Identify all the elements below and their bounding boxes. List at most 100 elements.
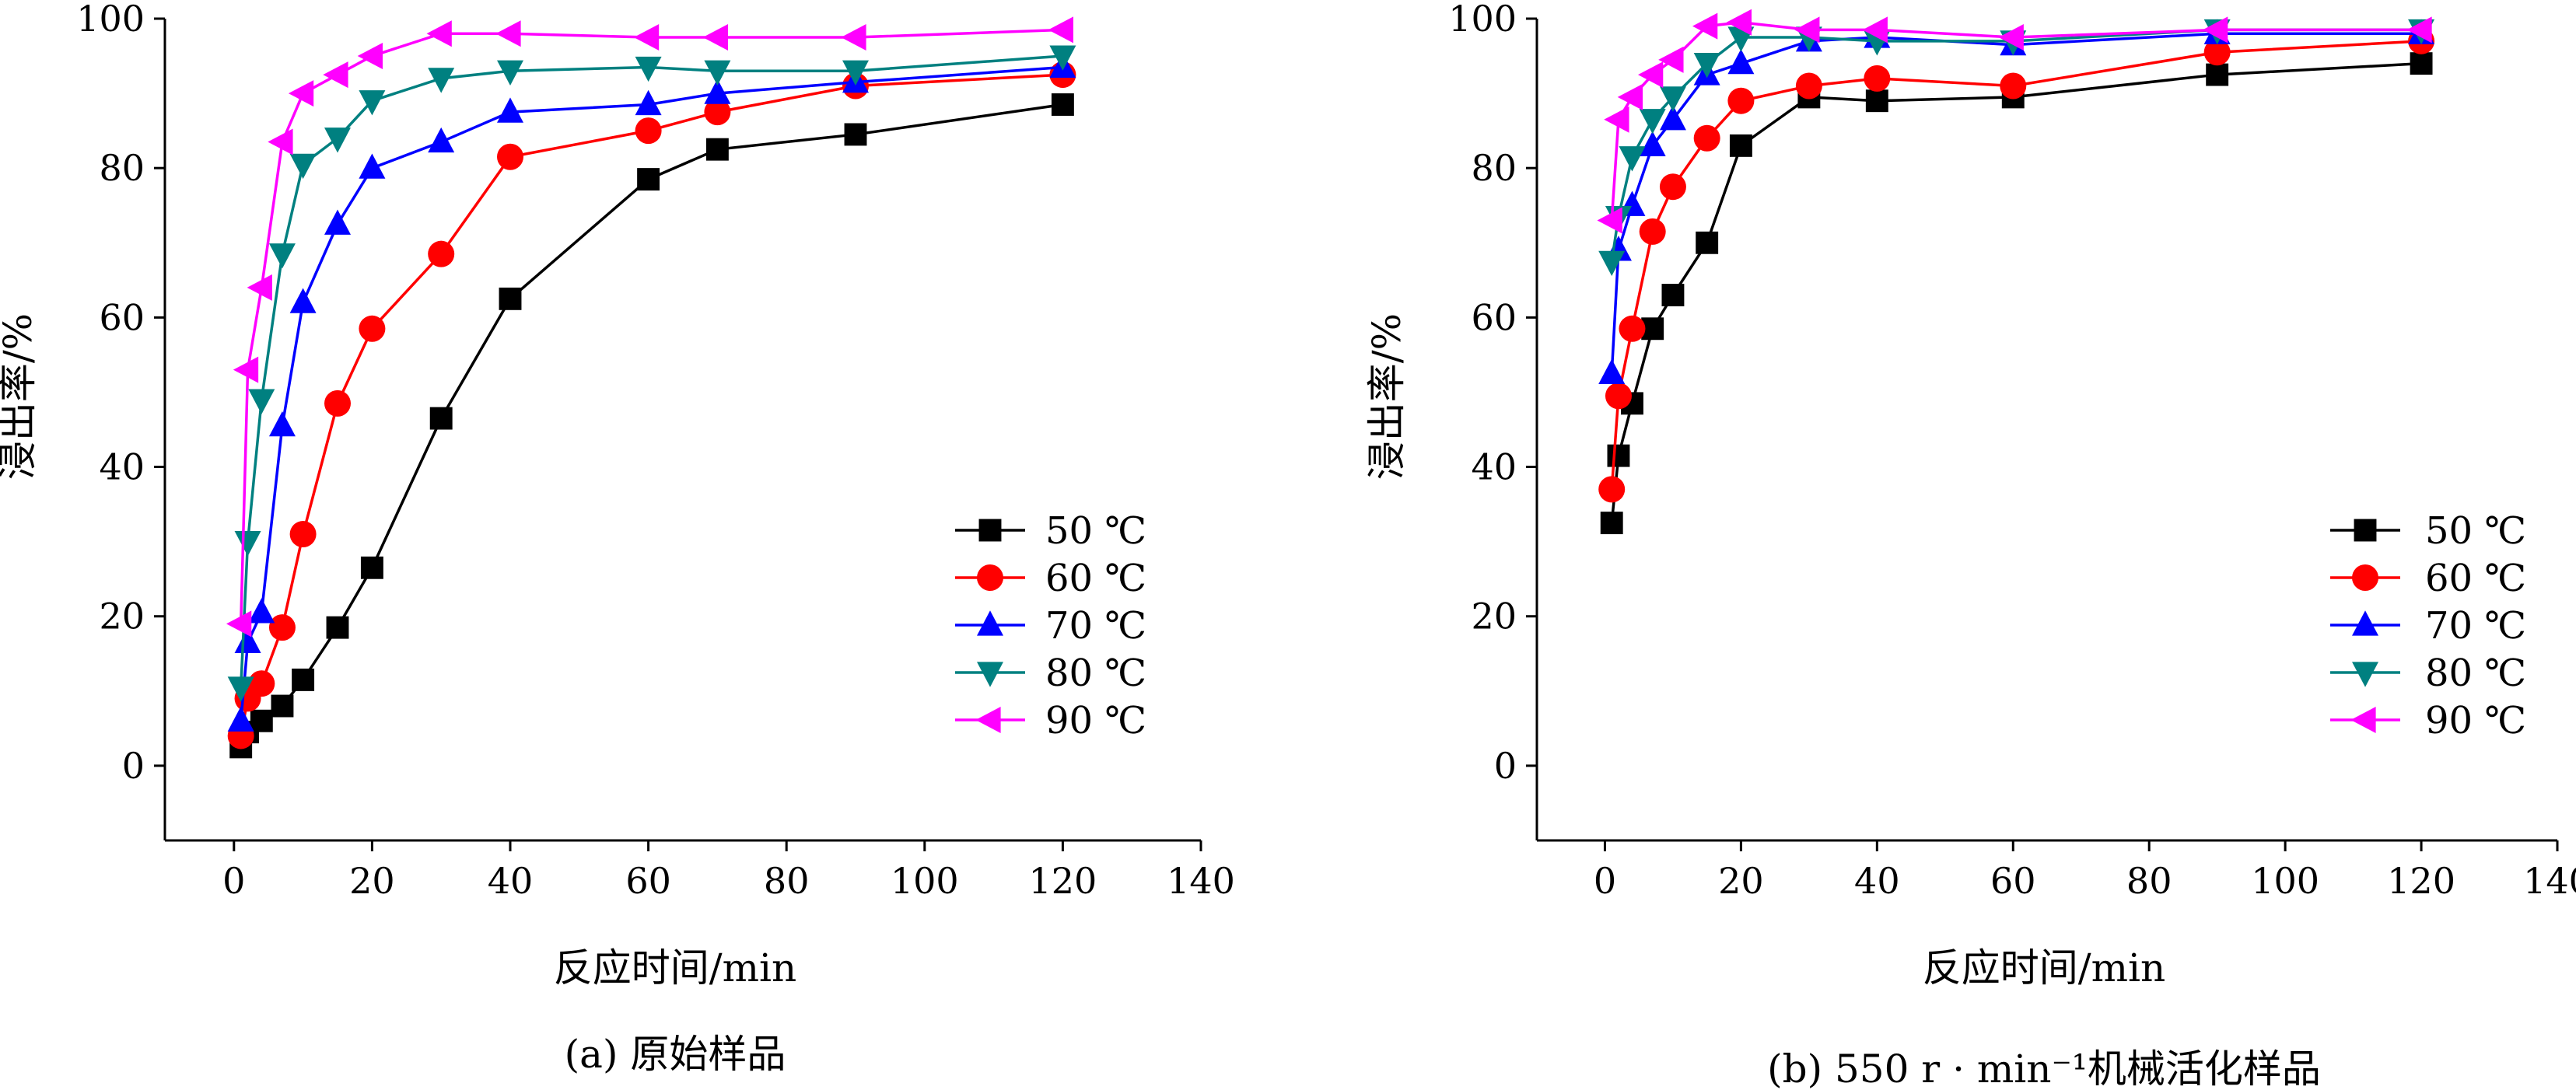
legend-marker [975,707,1001,733]
x-tick-label: 80 [2126,860,2172,902]
data-point [635,117,662,145]
legend-marker [977,564,1003,591]
legend-label: 80 ℃ [2425,652,2526,695]
data-point [1617,83,1643,110]
data-point [1795,72,1822,100]
data-point [499,287,522,310]
y-tick-label: 0 [1494,745,1517,787]
series-line [1610,61,2422,523]
y-tick-label: 100 [1448,0,1517,40]
data-point [248,670,275,697]
data-point [1049,45,1076,71]
x-tick-label: 140 [1167,860,1235,902]
data-point [1051,93,1074,116]
data-point [497,60,523,86]
x-tick-label: 120 [2387,860,2455,902]
y-tick-label: 60 [1471,296,1517,338]
y-tick-label: 20 [99,596,145,638]
data-point [428,127,455,153]
data-point [326,616,349,639]
data-point [1658,46,1684,73]
data-point [1864,65,1891,92]
data-point [226,610,252,638]
x-tick-label: 20 [1718,860,1764,902]
data-point [1693,124,1720,152]
data-point [497,97,523,123]
y-tick-label: 40 [99,446,145,488]
data-point [1048,16,1073,44]
data-point [705,138,729,161]
legend-label: 50 ℃ [1045,509,1146,553]
legend-marker [2352,662,2378,687]
data-point [1604,106,1629,133]
data-point [292,668,315,691]
data-point [1693,53,1720,79]
data-point [288,80,314,107]
x-tick-label: 100 [2251,860,2319,902]
data-point [1619,146,1646,172]
data-point [271,694,294,718]
data-point [234,627,261,653]
data-point [289,521,317,548]
legend-marker [977,662,1003,687]
data-point [2206,63,2229,86]
y-tick-label: 20 [1471,596,1517,638]
legend-label: 70 ℃ [1045,604,1146,648]
y-axis-label: 浸出率/% [0,313,40,480]
data-point [1659,173,1686,201]
legend-marker [2350,707,2376,733]
data-point [2406,16,2432,44]
legend-marker [978,519,1002,542]
data-point [1865,89,1888,113]
legend-label: 90 ℃ [1045,699,1146,742]
data-point [1619,315,1646,342]
data-point [2202,16,2228,44]
data-point [1862,16,1888,44]
legend-label: 90 ℃ [2425,699,2526,742]
data-point [289,288,317,313]
data-point [1726,9,1752,36]
y-tick-label: 60 [99,296,145,338]
data-point [268,243,296,269]
chart-caption: (a) 原始样品 [565,1032,786,1077]
data-point [360,556,383,579]
x-tick-label: 120 [1028,860,1097,902]
data-point [1794,16,1820,44]
data-point [497,143,523,170]
data-point [1692,12,1718,40]
y-tick-label: 80 [1471,147,1517,189]
data-point [250,709,273,732]
y-axis-label: 浸出率/% [1364,313,1409,480]
x-tick-label: 40 [1854,860,1900,902]
data-point [1696,231,1719,254]
data-point [1998,24,2024,51]
x-tick-label: 60 [1990,860,2036,902]
data-point [635,89,662,116]
data-point [426,20,452,47]
y-tick-label: 80 [99,147,145,189]
data-point [359,90,386,116]
data-point [1598,250,1626,276]
data-point [1598,358,1626,385]
data-point [1639,109,1666,135]
data-point [359,153,386,179]
x-tick-label: 40 [488,860,534,902]
data-point [428,240,455,267]
x-tick-label: 140 [2523,860,2576,902]
data-point [248,598,275,624]
data-point [1607,444,1630,467]
data-point [323,61,348,89]
data-point [635,56,662,82]
data-point [1639,131,1666,156]
x-tick-label: 60 [625,860,671,902]
data-point [704,60,731,86]
series-line [240,103,1063,748]
series-line [239,54,1063,688]
x-tick-label: 0 [1594,860,1616,902]
data-point [1637,61,1664,89]
data-point [1661,284,1685,306]
data-point [1727,48,1755,75]
data-point [268,614,296,641]
legend-marker [2352,564,2378,591]
